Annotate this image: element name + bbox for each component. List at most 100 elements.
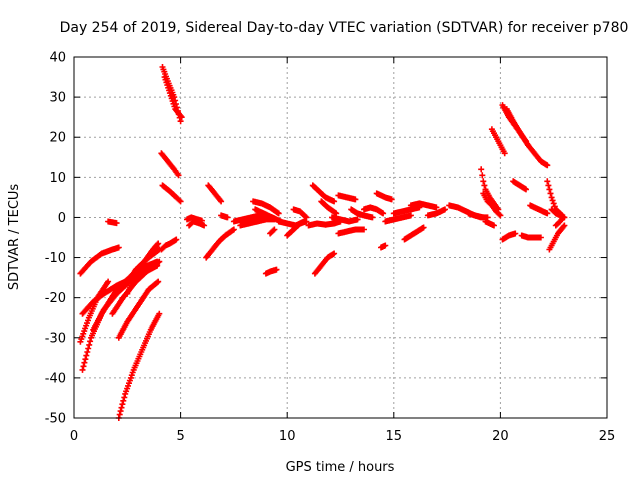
plot-area: [77, 64, 568, 421]
series-arc29: [284, 218, 310, 239]
series-arc51: [482, 218, 497, 229]
series-arc41: [378, 242, 389, 251]
data-point-markers: [205, 182, 225, 205]
data-point-markers: [478, 166, 502, 213]
series-arc35: [329, 214, 361, 225]
series-arc46: [424, 206, 448, 219]
data-point-markers: [158, 150, 182, 179]
y-tick-label: 30: [49, 91, 66, 106]
series-arc33: [311, 250, 338, 277]
data-point-markers: [503, 106, 532, 149]
data-point-markers: [510, 178, 529, 193]
series-arc37: [335, 192, 359, 203]
data-point-markers: [161, 74, 185, 121]
series-arc30: [290, 206, 310, 221]
series-arc61: [546, 222, 568, 253]
series-arc18: [186, 218, 208, 229]
series-arc38: [348, 206, 376, 221]
data-point-markers: [482, 218, 497, 229]
series-arc52: [488, 126, 508, 157]
y-tick-label: -10: [45, 251, 66, 266]
data-point-markers: [77, 278, 112, 345]
series-arc50: [480, 190, 504, 219]
x-tick-label: 10: [279, 429, 296, 444]
data-point-markers: [290, 206, 310, 221]
data-point-markers: [499, 230, 519, 243]
series-arc39: [361, 204, 387, 217]
series-arc45: [407, 200, 440, 211]
series-arc42: [382, 212, 414, 225]
data-point-markers: [186, 218, 208, 229]
y-tick-label: -40: [45, 371, 66, 386]
y-tick-label: 40: [49, 51, 66, 66]
series-arc57: [510, 178, 529, 193]
series-arc17: [184, 214, 205, 224]
data-point-markers: [158, 236, 180, 253]
series-arc43: [390, 204, 423, 217]
data-point-markers: [305, 218, 344, 229]
series-arc36: [335, 226, 367, 237]
series-arc20: [203, 226, 237, 261]
data-point-markers: [378, 242, 389, 251]
series-arc1: [77, 244, 122, 277]
x-tick-label: 25: [599, 429, 616, 444]
series-arc3: [77, 278, 112, 345]
y-tick-label: -30: [45, 331, 66, 346]
series-arc26: [267, 226, 278, 237]
y-tick-label: -50: [45, 412, 66, 427]
series-arc40: [373, 190, 395, 203]
series-arc7: [115, 278, 162, 341]
y-tick-label: -20: [45, 291, 66, 306]
data-point-markers: [267, 226, 278, 237]
data-point-markers: [424, 206, 448, 219]
chart-title: Day 254 of 2019, Sidereal Day-to-day VTE…: [60, 20, 629, 36]
series-arc12: [158, 236, 180, 253]
series-arc10: [124, 240, 162, 297]
data-point-markers: [525, 142, 551, 169]
data-point-markers: [401, 224, 427, 243]
data-point-markers: [390, 204, 423, 217]
data-point-markers: [184, 214, 205, 224]
data-point-markers: [335, 192, 359, 203]
x-tick-label: 15: [386, 429, 403, 444]
series-arc55: [525, 142, 551, 169]
data-point-markers: [348, 206, 376, 221]
series-arc21: [218, 212, 231, 221]
series-arc19: [205, 182, 225, 205]
data-point-markers: [329, 214, 361, 225]
y-tick-label: 0: [58, 211, 66, 226]
series-arc63: [552, 214, 567, 229]
data-point-markers: [373, 190, 395, 203]
x-axis-label: GPS time / hours: [286, 460, 395, 475]
data-point-markers: [407, 200, 440, 211]
series-arc59: [527, 202, 551, 217]
y-axis-label: SDTVAR / TECUs: [7, 184, 22, 291]
series-arc14: [161, 74, 185, 121]
series-arc15: [158, 150, 182, 179]
series-arc54: [503, 106, 532, 149]
x-tick-label: 20: [492, 429, 509, 444]
data-point-markers: [250, 198, 282, 217]
data-point-markers: [311, 250, 338, 277]
data-point-markers: [518, 232, 544, 241]
x-tick-label: 0: [70, 429, 78, 444]
data-point-markers: [262, 266, 280, 277]
data-point-markers: [546, 222, 568, 253]
plot-frame: [73, 56, 608, 419]
data-point-markers: [527, 202, 551, 217]
data-point-markers: [335, 226, 367, 237]
data-point-markers: [115, 278, 162, 341]
data-point-markers: [361, 204, 387, 217]
data-point-markers: [309, 182, 338, 205]
series-arc58: [518, 232, 544, 241]
y-tick-label: 10: [49, 171, 66, 186]
series-arc11: [105, 218, 120, 227]
data-point-markers: [105, 218, 120, 227]
data-point-markers: [203, 226, 237, 261]
data-point-markers: [159, 182, 184, 205]
series-arc31: [305, 218, 344, 229]
series-arc56: [499, 230, 519, 243]
series-arc49: [478, 166, 502, 213]
series-arc27: [262, 266, 280, 277]
